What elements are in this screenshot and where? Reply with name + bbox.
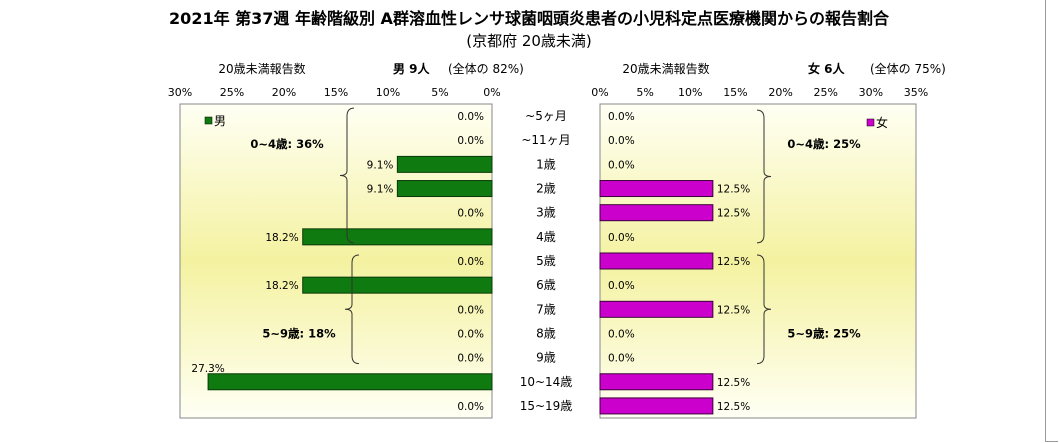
- male-bar: [396, 180, 493, 198]
- female-data-label: 0.0%: [608, 280, 635, 292]
- male-bracket-0-4: [339, 107, 355, 244]
- male-x-tick-label: 5%: [431, 86, 448, 99]
- female-x-tick-label: 5%: [636, 86, 653, 99]
- male-bar: [302, 276, 493, 294]
- age-category-label: 1歳: [536, 157, 556, 171]
- male-annotation-0-4: 0~4歳: 36%: [250, 137, 324, 151]
- female-annotation-5-9: 5~9歳: 25%: [787, 326, 861, 340]
- female-data-label: 12.5%: [717, 208, 750, 220]
- male-data-label: 0.0%: [457, 135, 484, 147]
- male-bracket-5-9: [344, 254, 360, 365]
- female-data-label: 12.5%: [717, 256, 750, 268]
- female-count-label: 20歳未満報告数: [622, 61, 709, 76]
- age-category-label: 9歳: [536, 351, 556, 365]
- male-data-label: 0.0%: [457, 208, 484, 220]
- male-data-label: 0.0%: [457, 353, 484, 365]
- male-plot-area: [179, 103, 493, 419]
- age-category-label: 6歳: [536, 278, 556, 292]
- male-chart: 30% 25% 20% 15% 10% 5% 0% 0.0% 0.0% 9.1% 9.1% 0.0% 1…: [168, 86, 501, 419]
- age-category-label: 4歳: [536, 230, 556, 244]
- female-bar: [599, 397, 714, 415]
- female-x-tick-label: 35%: [904, 86, 928, 99]
- male-x-tick-label: 10%: [376, 86, 400, 99]
- female-share-label: (全体の 75%): [870, 61, 946, 76]
- female-bar: [599, 252, 714, 270]
- age-category-label: 2歳: [536, 182, 556, 196]
- female-bar: [599, 300, 714, 318]
- male-data-label: 0.0%: [457, 304, 484, 316]
- chart-title: 2021年 第37週 年齢階級別 A群溶血性レンサ球菌咽頭炎患者の小児科定点医療…: [169, 9, 890, 28]
- female-x-tick-label: 15%: [723, 86, 747, 99]
- category-labels: ~5ヶ月 ~11ヶ月 1歳 2歳 3歳 4歳 5歳 6歳 7歳 8歳 9歳 10~14歳 15~19歳: [520, 109, 573, 413]
- male-x-tick-label: 25%: [220, 86, 244, 99]
- male-data-label: 0.0%: [457, 256, 484, 268]
- male-data-label: 0.0%: [457, 328, 484, 340]
- female-data-label: 0.0%: [608, 159, 635, 171]
- female-bracket-0-4: [756, 109, 772, 244]
- male-data-label: 18.2%: [265, 280, 298, 292]
- female-bar: [599, 373, 714, 391]
- male-annotation-5-9: 5~9歳: 18%: [262, 326, 336, 340]
- male-data-label: 27.3%: [191, 363, 224, 375]
- female-x-tick-label: 25%: [813, 86, 837, 99]
- male-data-label: 0.0%: [457, 111, 484, 123]
- window-frame-edge: [1045, 0, 1058, 442]
- female-x-tick-label: 0%: [591, 86, 608, 99]
- age-category-label: 7歳: [536, 302, 556, 316]
- male-data-label: 9.1%: [367, 159, 394, 171]
- male-legend-swatch: [204, 116, 213, 125]
- male-group-label: 男 9人: [393, 61, 431, 76]
- female-data-label: 12.5%: [717, 377, 750, 389]
- male-share-label: (全体の 82%): [448, 61, 524, 76]
- female-legend-swatch: [866, 118, 875, 127]
- male-x-tick-label: 0%: [483, 86, 500, 99]
- female-data-label: 0.0%: [608, 135, 635, 147]
- age-category-label: 5歳: [536, 254, 556, 268]
- chart-subtitle: (京都府 20歳未満): [466, 32, 592, 50]
- age-category-label: ~11ヶ月: [521, 133, 570, 147]
- male-x-tick-label: 15%: [324, 86, 348, 99]
- female-group-label: 女 6人: [808, 61, 846, 76]
- male-bar: [207, 373, 493, 391]
- female-bracket-5-9: [756, 254, 772, 365]
- male-legend-label: 男: [214, 114, 226, 128]
- age-category-label: 15~19歳: [520, 399, 573, 413]
- female-data-label: 0.0%: [608, 353, 635, 365]
- female-chart: 0% 5% 10% 15% 20% 25% 30% 35% 0.0% 0.0% 0.0% 12.5% 1…: [591, 86, 928, 419]
- female-x-tick-label: 30%: [859, 86, 883, 99]
- female-legend-label: 女: [876, 115, 888, 130]
- male-data-label: 9.1%: [367, 184, 394, 196]
- female-x-tick-label: 10%: [678, 86, 702, 99]
- female-data-label: 12.5%: [717, 401, 750, 413]
- female-data-label: 0.0%: [608, 232, 635, 244]
- male-x-tick-label: 30%: [168, 86, 192, 99]
- female-data-label: 0.0%: [608, 328, 635, 340]
- female-data-label: 0.0%: [608, 111, 635, 123]
- male-data-label: 0.0%: [457, 401, 484, 413]
- age-category-label: 8歳: [536, 326, 556, 340]
- female-x-tick-label: 20%: [768, 86, 792, 99]
- age-category-label: ~5ヶ月: [525, 109, 567, 123]
- male-bar: [302, 228, 493, 246]
- male-count-label: 20歳未満報告数: [218, 61, 305, 76]
- female-bar: [599, 180, 714, 198]
- age-category-label: 10~14歳: [520, 375, 573, 389]
- male-bar: [396, 155, 493, 173]
- female-annotation-0-4: 0~4歳: 25%: [787, 137, 861, 151]
- female-data-label: 12.5%: [717, 304, 750, 316]
- female-bar: [599, 204, 714, 222]
- male-x-tick-label: 20%: [272, 86, 296, 99]
- male-data-label: 18.2%: [265, 232, 298, 244]
- female-data-label: 12.5%: [717, 184, 750, 196]
- age-category-label: 3歳: [536, 206, 556, 220]
